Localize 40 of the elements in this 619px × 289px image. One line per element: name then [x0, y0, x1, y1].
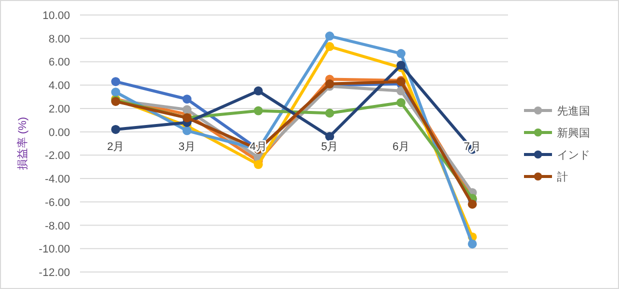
point	[325, 108, 334, 118]
point	[325, 32, 334, 41]
y-tick-label: -10.00	[38, 244, 70, 256]
y-tick-label: -2.00	[44, 150, 70, 162]
y-tick-label: 6.00	[48, 56, 70, 69]
point	[111, 124, 120, 134]
legend-label: インド	[557, 150, 590, 162]
y-tick-label: 10.00	[42, 10, 70, 22]
point	[396, 49, 406, 58]
point	[182, 126, 192, 136]
point	[182, 105, 192, 114]
point	[182, 94, 192, 104]
point	[396, 86, 406, 96]
x-tick-label: 6月	[392, 140, 410, 153]
y-tick-label: -4.00	[44, 174, 70, 186]
point	[468, 239, 477, 248]
point	[111, 88, 120, 97]
legend-label: 先進国	[557, 104, 590, 118]
legend-label: 新興国	[557, 126, 590, 140]
point	[254, 160, 263, 170]
point	[396, 98, 406, 108]
x-tick-label: 5月	[321, 140, 338, 153]
point	[325, 132, 334, 141]
point	[111, 77, 120, 86]
y-tick-label: -8.00	[44, 220, 70, 232]
y-tick-label: 4.00	[48, 80, 70, 92]
point	[468, 200, 477, 209]
point	[396, 60, 406, 70]
y-tick-label: 2.00	[48, 103, 70, 116]
legend-label: 計	[557, 170, 568, 184]
x-tick-label: 3月	[178, 140, 196, 153]
y-tick-label: 0.00	[48, 126, 70, 139]
x-tick-label: 2月	[107, 140, 124, 153]
y-tick-label: -12.00	[38, 267, 70, 279]
point	[254, 106, 263, 116]
y-tick-label: 8.00	[48, 33, 70, 46]
y-tick-label: -6.00	[44, 196, 70, 209]
y-axis-title: 損益率 (%)	[16, 116, 29, 170]
point	[325, 42, 334, 52]
point	[254, 86, 263, 96]
